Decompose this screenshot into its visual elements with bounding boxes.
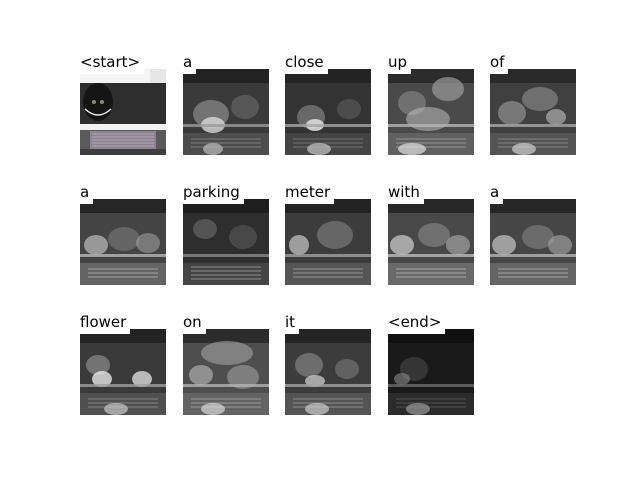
token-label: close — [285, 53, 328, 74]
token-cell: close — [285, 53, 371, 155]
token-cell: a — [80, 183, 166, 285]
token-label: of — [490, 53, 509, 74]
token-cell: <start> — [80, 53, 166, 155]
attention-map — [80, 199, 166, 285]
token-label: meter — [285, 183, 335, 204]
token-cell: a — [183, 53, 269, 155]
attention-map — [388, 329, 474, 415]
attention-map — [183, 69, 269, 155]
token-label: up — [388, 53, 412, 74]
token-label: <end> — [388, 313, 446, 334]
token-label: <start> — [80, 53, 145, 74]
attention-map — [490, 69, 576, 155]
token-cell: a — [490, 183, 576, 285]
token-cell: of — [490, 53, 576, 155]
token-label: with — [388, 183, 424, 204]
token-label: a — [183, 53, 197, 74]
token-label: flower — [80, 313, 131, 334]
token-label: parking — [183, 183, 244, 204]
token-cell: <end> — [388, 313, 474, 415]
token-label: a — [490, 183, 504, 204]
token-label: it — [285, 313, 300, 334]
attention-map — [388, 69, 474, 155]
token-cell: up — [388, 53, 474, 155]
attention-map — [285, 199, 371, 285]
attention-map — [183, 329, 269, 415]
attention-map — [285, 329, 371, 415]
token-cell: parking — [183, 183, 269, 285]
token-cell: flower — [80, 313, 166, 415]
source-photo — [80, 69, 166, 155]
attention-map — [388, 199, 474, 285]
token-label: on — [183, 313, 206, 334]
token-cell: on — [183, 313, 269, 415]
token-cell: meter — [285, 183, 371, 285]
token-cell: it — [285, 313, 371, 415]
attention-map — [183, 199, 269, 285]
token-label: a — [80, 183, 94, 204]
attention-map — [80, 329, 166, 415]
token-cell: with — [388, 183, 474, 285]
attention-map — [285, 69, 371, 155]
attention-map — [490, 199, 576, 285]
